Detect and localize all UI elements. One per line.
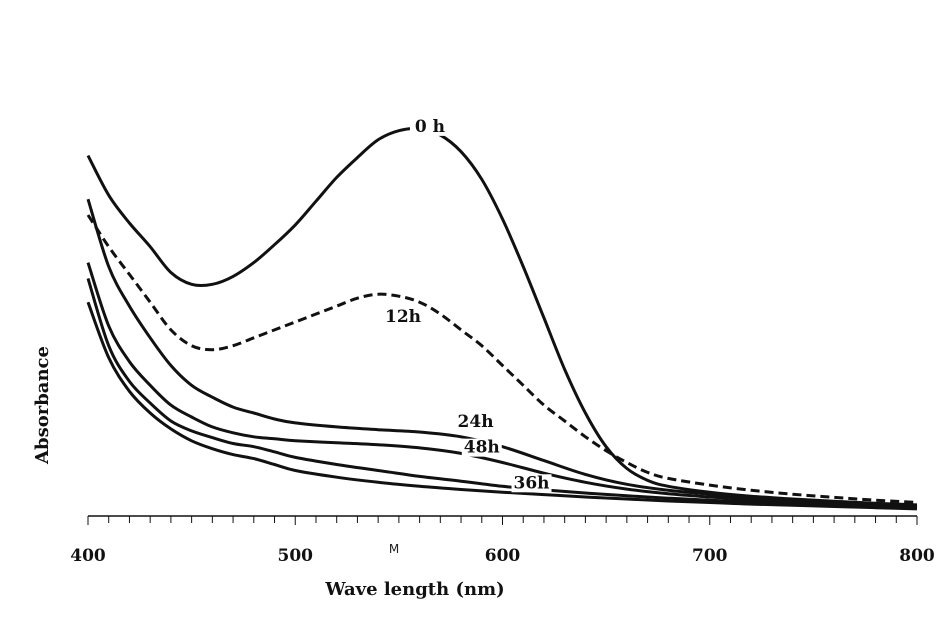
stray-mark: M [389,542,399,556]
curve-label-backing [461,438,502,457]
y-axis-title: Absorbance [32,346,53,465]
x-tick-label: 800 [899,546,935,566]
series-line-48h [86,262,918,509]
curve-label-layer: 0 h 12h 24h 48h 36h [383,117,552,493]
curve-label-backing [409,117,450,136]
curve-label-text: 24h [458,412,494,432]
series-layer [86,126,918,511]
curve-label: 0 h [409,117,450,137]
x-axis-title: Wave length (nm) [324,579,504,600]
curve-label: 36h [511,473,552,493]
curve-label: 12h [383,307,424,327]
x-tick-label: 500 [278,546,314,566]
curve-label-text: 48h [464,438,500,458]
curve-label-backing [511,474,552,493]
curve-label-text: 36h [513,473,549,493]
series-line-24h [86,198,918,508]
x-tick-layer: 400 500 600 700 800 [70,516,935,566]
series-line-36h [86,277,918,510]
curve-label-backing [455,412,496,431]
curve-label-text: 12h [385,307,421,327]
curve-label-backing [383,307,424,326]
x-tick-label: 400 [70,546,106,566]
x-tick-label: 600 [485,546,521,566]
series-line-unlabeled-5 [86,301,918,511]
curve-label-text: 0 h [415,117,445,137]
curve-label: 24h [455,412,496,432]
series-line-12h [86,214,918,504]
x-tick-label: 700 [692,546,728,566]
curve-label: 48h [461,438,502,458]
